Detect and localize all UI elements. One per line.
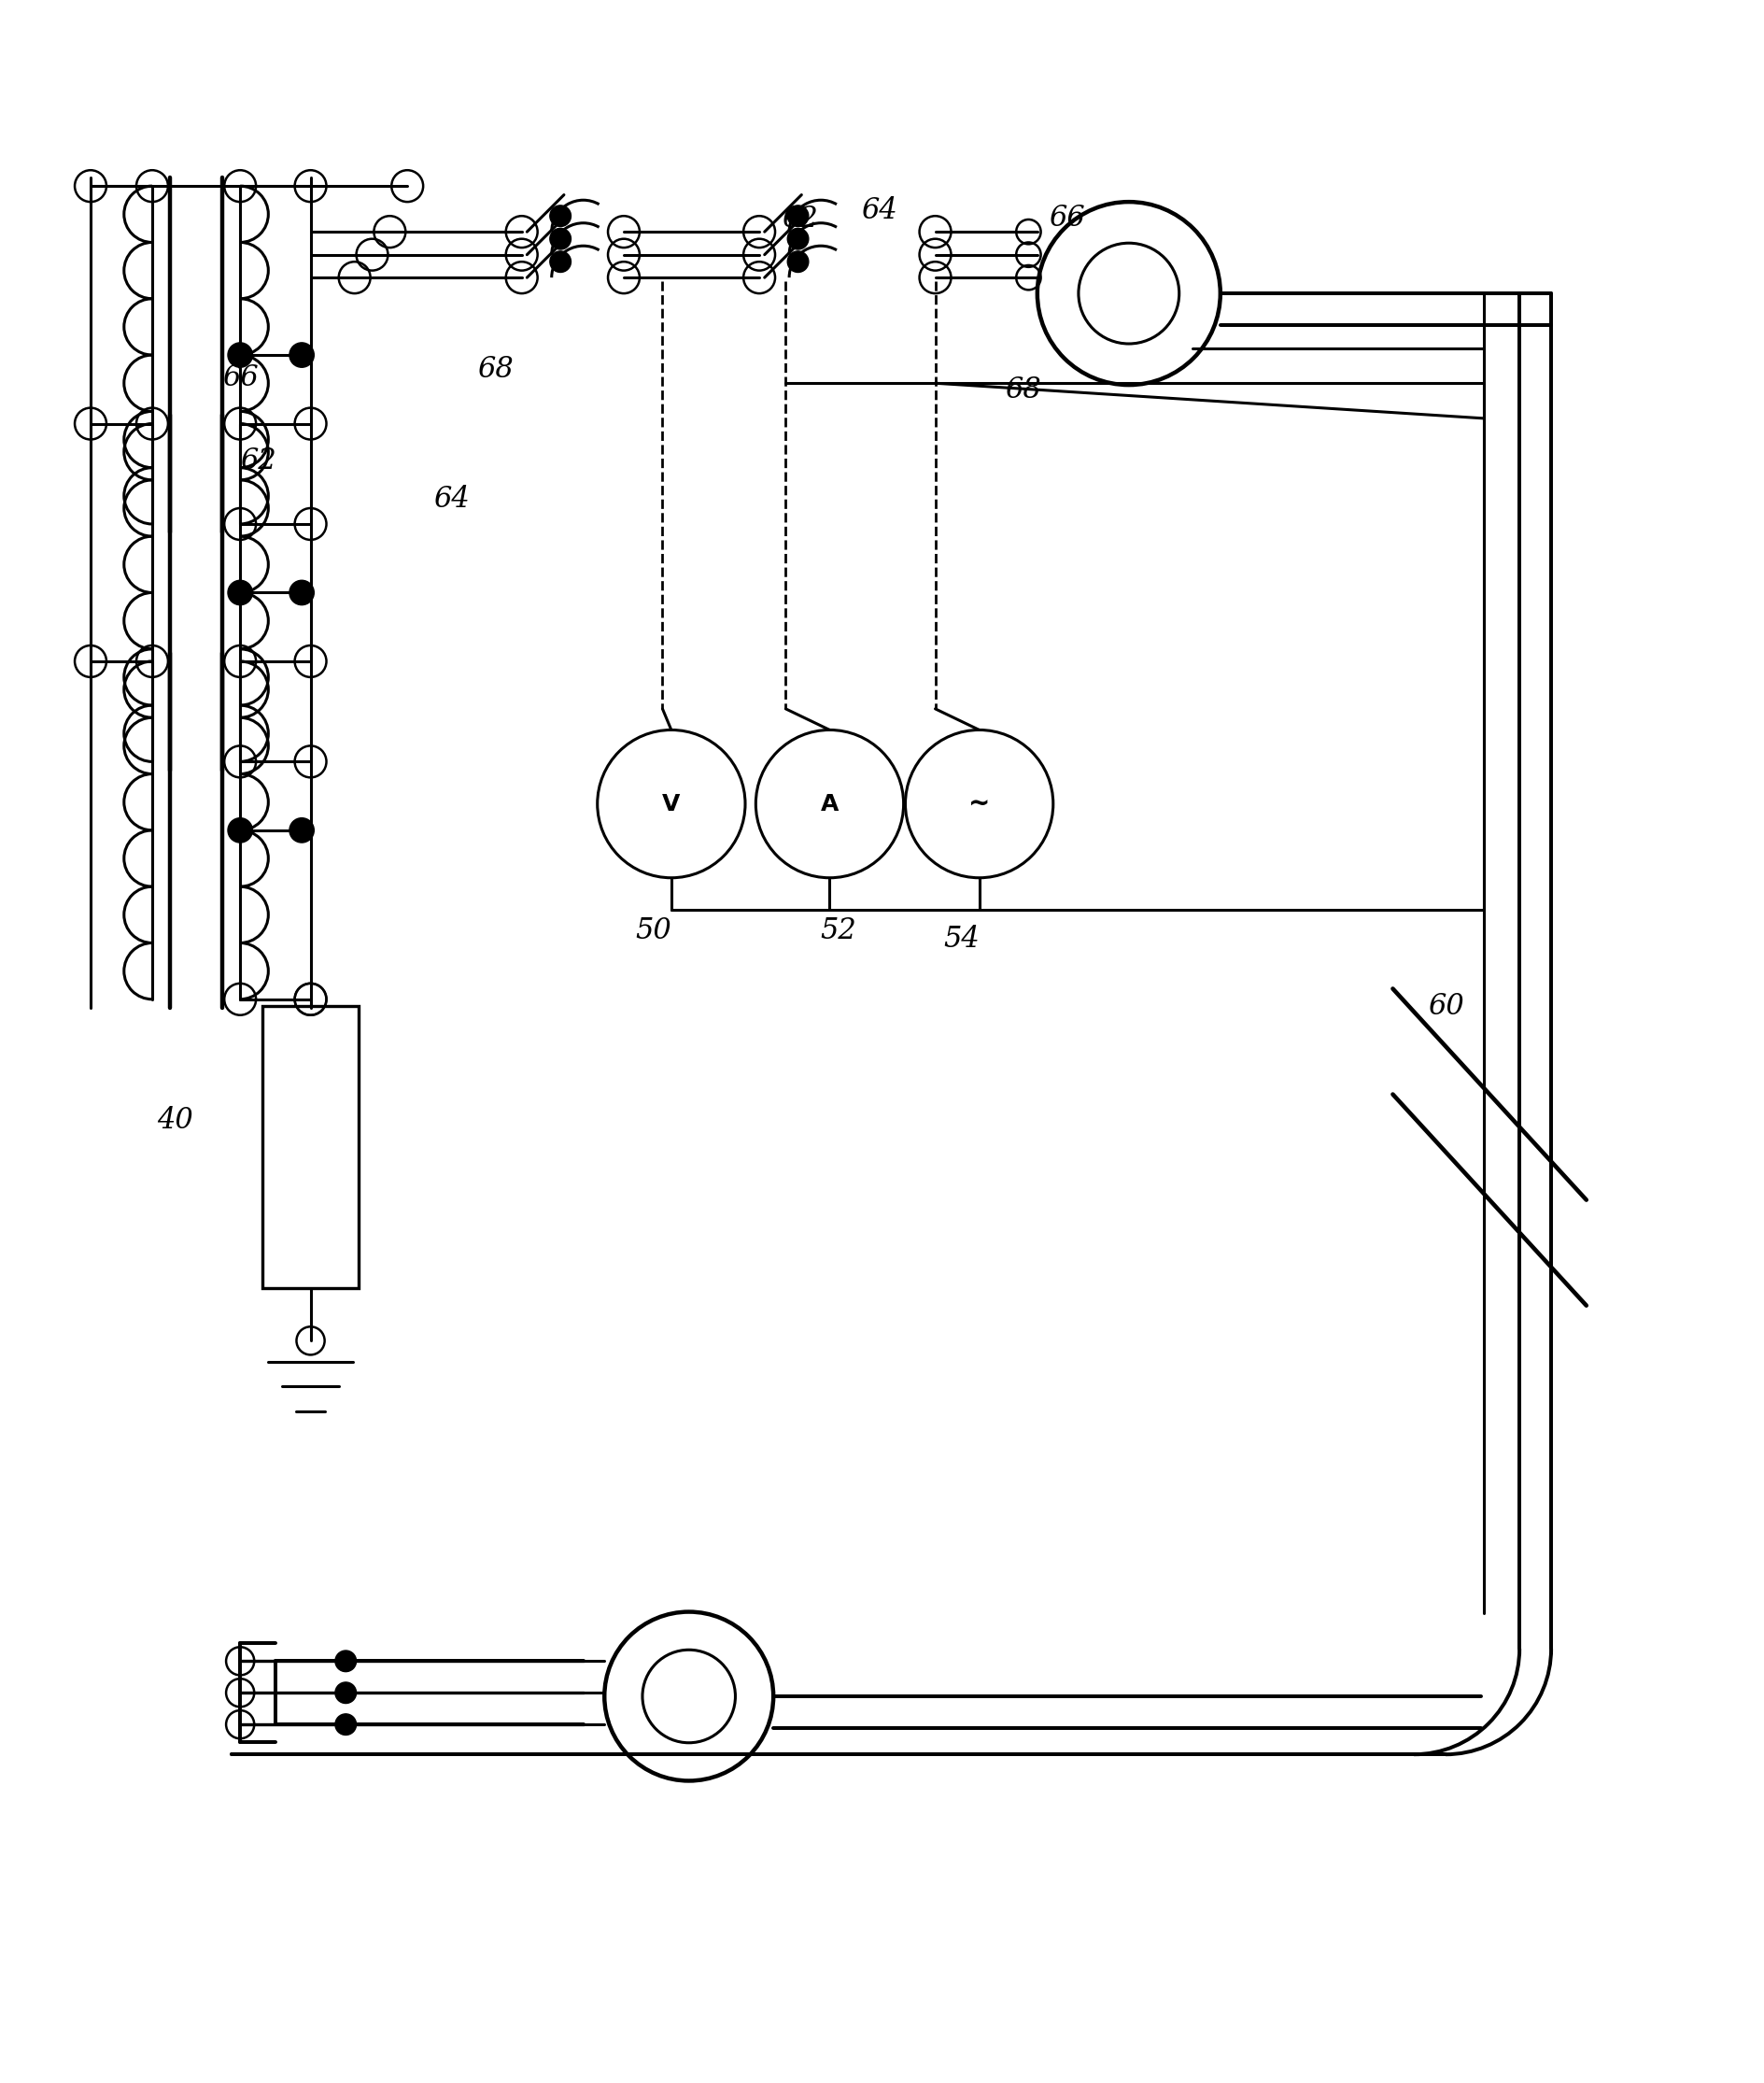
Text: 52: 52 (820, 917, 856, 946)
Text: 62: 62 (781, 204, 817, 233)
Bar (263, 1006, 358, 1287)
Circle shape (550, 252, 572, 273)
Circle shape (335, 1714, 356, 1735)
Circle shape (228, 581, 252, 604)
Text: 50: 50 (635, 917, 672, 946)
Text: 64: 64 (861, 196, 896, 225)
Circle shape (335, 1683, 356, 1704)
Circle shape (787, 252, 808, 273)
Text: 66: 66 (222, 362, 258, 392)
Circle shape (550, 206, 572, 227)
Text: 40: 40 (157, 1106, 192, 1135)
Circle shape (787, 206, 808, 227)
Text: 64: 64 (432, 485, 469, 515)
Circle shape (228, 344, 252, 367)
Circle shape (335, 1650, 356, 1673)
Text: 66: 66 (1048, 204, 1085, 231)
Text: 54: 54 (944, 925, 979, 954)
Text: 68: 68 (476, 354, 513, 383)
Text: ~: ~ (968, 792, 990, 817)
Circle shape (228, 819, 252, 844)
Text: 68: 68 (1005, 375, 1041, 404)
Text: 62: 62 (240, 446, 275, 475)
Circle shape (289, 819, 314, 844)
Circle shape (289, 344, 314, 367)
Text: A: A (820, 794, 838, 814)
Circle shape (550, 229, 572, 250)
Circle shape (787, 229, 808, 250)
Text: V: V (662, 794, 679, 814)
Circle shape (289, 581, 314, 604)
Text: 60: 60 (1427, 992, 1462, 1021)
